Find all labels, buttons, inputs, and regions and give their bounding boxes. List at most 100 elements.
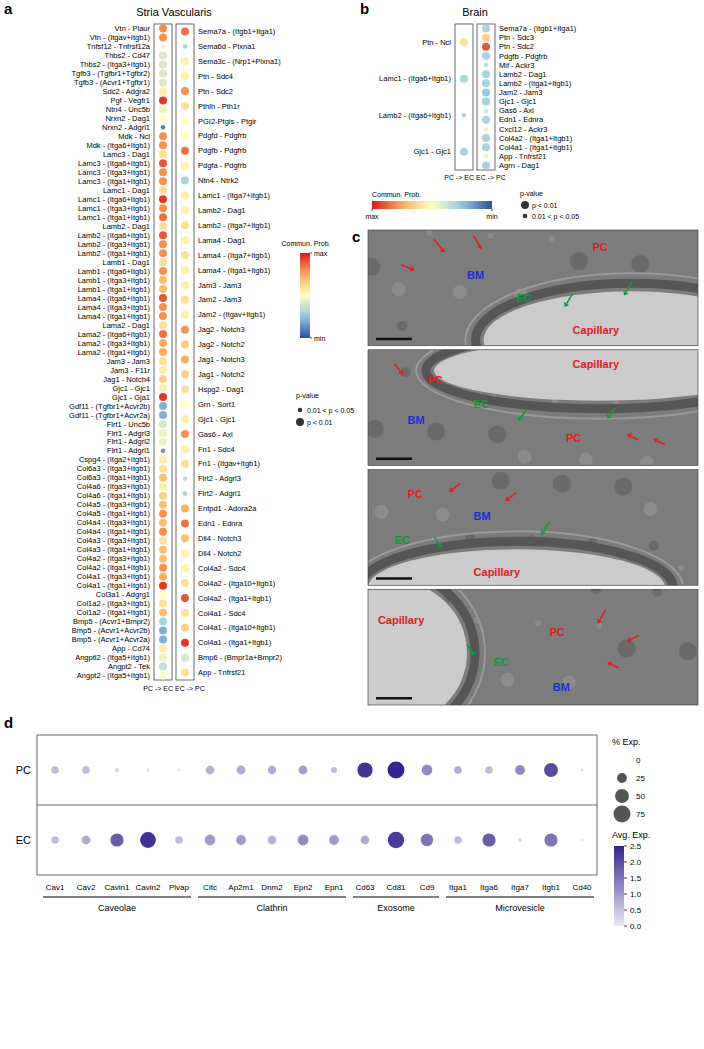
gene-label: Cavin2 xyxy=(136,883,161,892)
dot xyxy=(159,645,167,653)
dot xyxy=(482,25,490,33)
dot xyxy=(518,838,522,842)
row-label: Fn1 - (Itgav+Itgb1) xyxy=(198,459,260,468)
colorbar-label: min xyxy=(314,335,325,342)
gene-label: Itga1 xyxy=(449,883,467,892)
scale-bar xyxy=(376,697,412,700)
dot xyxy=(206,766,215,775)
legend-dot xyxy=(521,201,529,209)
dot xyxy=(159,384,167,392)
row-label: Lamb2 - (Itga3+Itgb1) xyxy=(78,240,151,249)
dot xyxy=(181,177,189,185)
dot xyxy=(237,766,246,775)
column-frame xyxy=(455,24,473,170)
legend-label: 0.01 < p < 0.05 xyxy=(532,213,579,221)
group-bracket xyxy=(446,896,594,897)
dot xyxy=(181,162,189,170)
row-label: Lamc1 - (Itga7+Itgb1) xyxy=(198,191,270,200)
arrow-head xyxy=(627,433,632,438)
colorbar-tick xyxy=(624,894,627,895)
dot xyxy=(159,672,167,680)
dot xyxy=(159,186,167,194)
texture xyxy=(453,285,467,299)
micrograph-frame xyxy=(368,350,698,466)
row-label: Col4a2 - (Itga1+Itgb1) xyxy=(77,563,151,572)
dot xyxy=(482,79,490,87)
dot xyxy=(159,69,167,77)
group-label: Caveolae xyxy=(98,903,136,913)
panel-letter: d xyxy=(4,714,13,731)
row-label: Pthlh - Pth1r xyxy=(198,102,240,111)
dot xyxy=(236,835,246,845)
dot xyxy=(181,460,189,468)
dot xyxy=(159,87,167,95)
dot xyxy=(183,476,188,481)
dot xyxy=(181,57,189,65)
dot xyxy=(422,765,433,776)
texture xyxy=(487,233,493,239)
basement-membrane xyxy=(466,273,699,345)
arrow xyxy=(520,410,526,418)
micrograph-label: EC xyxy=(517,292,532,304)
micrograph-label: PC xyxy=(566,432,581,444)
legend-label: 25 xyxy=(636,774,645,783)
row-label: Lamb1 - (Itga1+Itgb1) xyxy=(78,285,151,294)
row-label: Lama2 - (Itga3+Itgb1) xyxy=(78,339,151,348)
dot xyxy=(159,375,167,383)
dot xyxy=(268,766,276,774)
panel-letter: c xyxy=(352,228,360,245)
dot xyxy=(181,311,189,319)
lumen xyxy=(484,291,699,345)
gene-label: Plvap xyxy=(169,883,190,892)
colorbar-label: 0.0 xyxy=(630,922,642,931)
colorbar-tick xyxy=(310,338,312,339)
arrow-head xyxy=(398,370,403,375)
row-label: Lamc1 - (Itga1+Itgb1) xyxy=(78,213,150,222)
dot xyxy=(159,528,167,536)
dot xyxy=(181,415,189,423)
row-label: Thbs2 - (Itga3+Itgb1) xyxy=(80,60,151,69)
row-label: Ptn - Sdc2 xyxy=(499,42,534,51)
dot xyxy=(181,266,189,274)
dot xyxy=(485,766,493,774)
group-bracket xyxy=(198,896,346,897)
row-label: Col4a3 - (Itga3+Itgb1) xyxy=(77,536,151,545)
row-label: Cspg4 - (Itga2+Itgb1) xyxy=(79,455,151,464)
texture xyxy=(368,420,384,438)
dot xyxy=(159,636,167,644)
row-label: Sema7a - (Itgb1+Itga1) xyxy=(198,27,276,36)
gene-label: Dnm2 xyxy=(261,883,283,892)
dot xyxy=(454,766,462,774)
dot xyxy=(159,105,167,113)
row-label: Ntn4 - Ntrk2 xyxy=(198,176,238,185)
dot xyxy=(159,294,167,302)
row-label: Lamc3 - Dag1 xyxy=(103,150,150,159)
dot xyxy=(205,835,216,846)
legend-dot xyxy=(298,408,303,413)
row-label: Col4a3 - (Itga1+Itgb1) xyxy=(77,545,151,554)
texture xyxy=(436,508,450,522)
row-label: Pdgfb - Pdgfrb xyxy=(198,146,246,155)
dot xyxy=(159,429,167,437)
dot xyxy=(181,27,189,35)
texture xyxy=(500,673,514,687)
dot xyxy=(159,483,167,491)
micrograph-label: PC xyxy=(550,626,565,638)
row-label: Jam3 - Jam3 xyxy=(107,357,150,366)
row-label: Col4a1 - (Itga1+Itgb1) xyxy=(499,143,573,152)
gene-label: Cavin1 xyxy=(105,883,130,892)
arrow xyxy=(401,265,411,269)
dot xyxy=(482,70,490,78)
texture xyxy=(368,258,380,276)
row-label: Col3a1 - Adgrg1 xyxy=(96,590,150,599)
plot-frame xyxy=(37,735,597,875)
basement-membrane xyxy=(368,531,683,585)
row-label: Jag2 - Notch3 xyxy=(198,325,245,334)
colorbar-title: Commun. Prob. xyxy=(372,191,421,198)
dot xyxy=(181,206,189,214)
dot xyxy=(298,835,309,846)
dot xyxy=(181,117,189,125)
dot xyxy=(159,96,167,104)
legend-label: 50 xyxy=(636,792,645,801)
micrograph-frame xyxy=(368,470,698,586)
